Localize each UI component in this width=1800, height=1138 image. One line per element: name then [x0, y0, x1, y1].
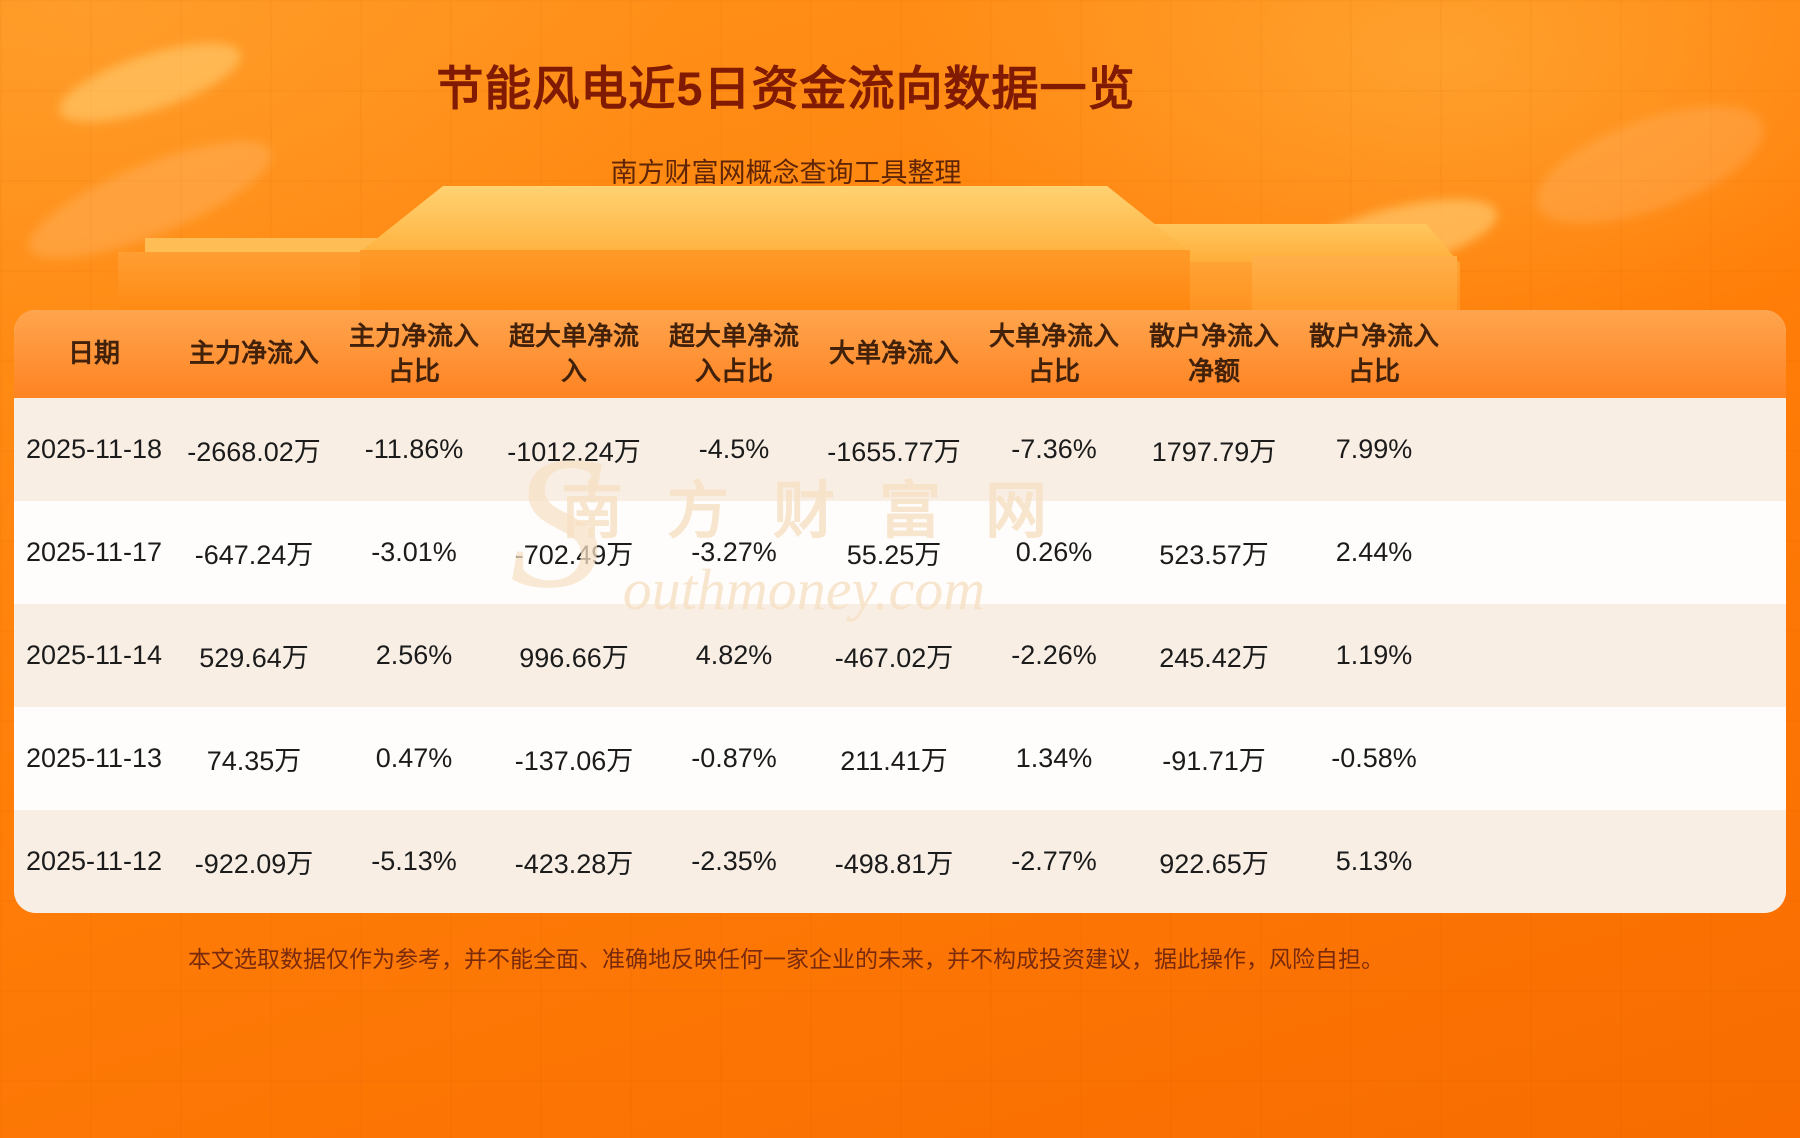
filler-cell [1454, 501, 1786, 604]
table-cell: -4.5% [698, 434, 770, 464]
page-title: 节能风电近5日资金流向数据一览 [436, 62, 1136, 115]
filler-cell [1454, 398, 1786, 501]
table-row: 2025-11-14 529.64万 2.56% 996.66万 4.82% -467.0… [14, 604, 1786, 707]
table-cell: -0.87% [691, 743, 777, 773]
table-cell: 2025-11-13 [25, 743, 163, 773]
filler-cell [1454, 707, 1786, 810]
filler-cell [1454, 310, 1786, 398]
table-cell: 529.64万 [199, 643, 309, 673]
table-body: 2025-11-18 -2668.02万 -11.86% -1012.24万 -4.5%… [14, 398, 1786, 913]
table-row: 2025-11-12 -922.09万 -5.13% -423.28万 -2.35% -4… [14, 810, 1786, 913]
table-cell: -7.36% [1011, 434, 1097, 464]
table-cell: 7.99% [1335, 434, 1413, 464]
table-cell: -1012.24万 [507, 437, 641, 467]
table-cell: -91.71万 [1162, 746, 1266, 776]
column-header: 散户净流入净额 [1148, 320, 1279, 386]
table-cell: -647.24万 [194, 540, 314, 570]
table-cell: 1797.79万 [1151, 437, 1277, 467]
column-header: 主力净流入占比 [348, 320, 479, 386]
table-row: 2025-11-18 -2668.02万 -11.86% -1012.24万 -4.5%… [14, 398, 1786, 501]
table-row: 2025-11-13 74.35万 0.47% -137.06万 -0.87% 211.4… [14, 707, 1786, 810]
column-header: 日期 [67, 338, 120, 369]
column-header: 主力净流入 [188, 338, 319, 369]
column-header: 大单净流入占比 [988, 320, 1119, 386]
table-cell: 0.47% [375, 743, 453, 773]
table-cell: 74.35万 [206, 746, 302, 776]
disclaimer-text: 本文选取数据仅作为参考，并不能全面、准确地反映任何一家企业的未来，并不构成投资建… [188, 946, 1384, 972]
table-cell: 2.56% [375, 640, 453, 670]
table-row: 2025-11-17 -647.24万 -3.01% -702.49万 -3.27% 55… [14, 501, 1786, 604]
fund-flow-table: 日期 主力净流入 主力净流入占比 超大单净流入 超大单净流入占比 大单净流入 大单净流入占比… [14, 310, 1786, 913]
table-cell: 2025-11-17 [25, 537, 163, 567]
table-cell: -702.49万 [514, 540, 634, 570]
table-cell: -5.13% [371, 846, 457, 876]
table-cell: 4.82% [695, 640, 773, 670]
table-cell: 55.25万 [846, 540, 942, 570]
page-subtitle: 南方财富网概念查询工具整理 [610, 158, 962, 188]
table-cell: 245.42万 [1159, 643, 1269, 673]
table-cell: -498.81万 [834, 849, 954, 879]
table-cell: 996.66万 [519, 643, 629, 673]
table-cell: 1.34% [1015, 743, 1093, 773]
table-cell: 2025-11-14 [25, 640, 163, 670]
table-cell: 2025-11-12 [25, 846, 163, 876]
column-header: 散户净流入占比 [1308, 320, 1439, 386]
column-header: 超大单净流入 [508, 320, 639, 386]
table-cell: 922.65万 [1159, 849, 1269, 879]
table-cell: 5.13% [1335, 846, 1413, 876]
column-header: 大单净流入 [828, 338, 959, 369]
table-cell: -3.27% [691, 537, 777, 567]
table-cell: 2.44% [1335, 537, 1413, 567]
table-header-row: 日期 主力净流入 主力净流入占比 超大单净流入 超大单净流入占比 大单净流入 大单净流入占比… [14, 310, 1786, 398]
table-cell: -423.28万 [514, 849, 634, 879]
table-cell: -2.26% [1011, 640, 1097, 670]
table-cell: 2025-11-18 [25, 434, 163, 464]
table-cell: 1.19% [1335, 640, 1413, 670]
table-cell: -3.01% [371, 537, 457, 567]
table-cell: 0.26% [1015, 537, 1093, 567]
table-cell: -2.35% [691, 846, 777, 876]
podium-center-top-face [360, 186, 1190, 252]
table-cell: -11.86% [364, 434, 464, 464]
column-header: 超大单净流入占比 [668, 320, 799, 386]
filler-cell [1454, 810, 1786, 913]
table-cell: -1655.77万 [827, 437, 961, 467]
table-cell: -467.02万 [834, 643, 954, 673]
table-cell: -2.77% [1011, 846, 1097, 876]
table-cell: -0.58% [1331, 743, 1417, 773]
table-cell: 211.41万 [840, 746, 948, 776]
filler-cell [1454, 604, 1786, 707]
podium-graphic [0, 0, 1800, 330]
podium-far-right-block [1252, 256, 1457, 312]
table-cell: -137.06万 [514, 746, 634, 776]
table-cell: -2668.02万 [187, 437, 321, 467]
table-cell: 523.57万 [1159, 540, 1269, 570]
podium-center-front-face [360, 250, 1190, 312]
table-cell: -922.09万 [194, 849, 314, 879]
